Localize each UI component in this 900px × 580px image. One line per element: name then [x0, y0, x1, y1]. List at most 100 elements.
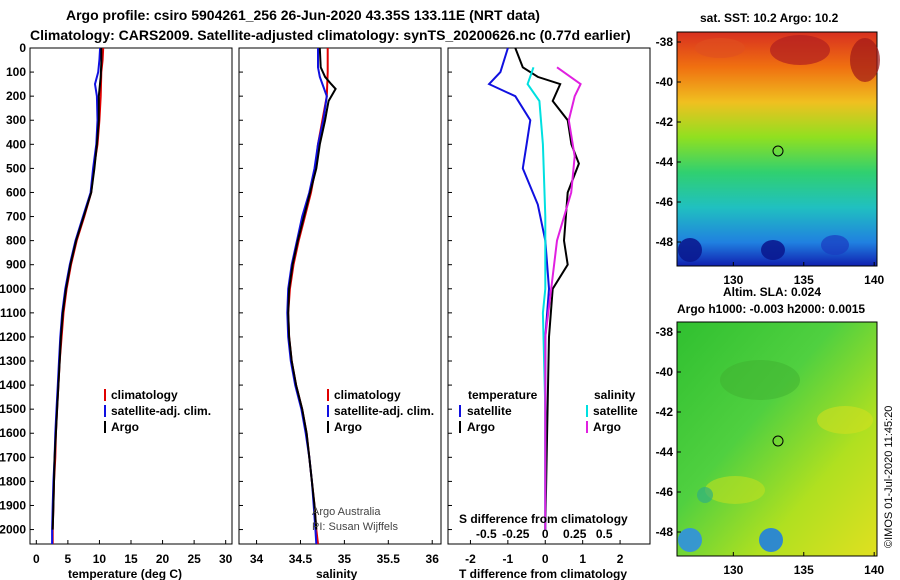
y-tick-label: 2000: [0, 523, 26, 537]
map-y-tick-label: -46: [656, 485, 674, 499]
x-tick-label: 1: [579, 552, 586, 566]
y-tick-label: 1900: [0, 498, 26, 512]
map-x-tick-label: 140: [864, 563, 884, 577]
x-axes: 0 5 10 15 20 25 30 34 34.5 35 35.5 36 -2 -1 0 1 2 -0.5 -0.…: [33, 527, 624, 566]
figure-title-line2: Climatology: CARS2009. Satellite-adjuste…: [30, 27, 631, 43]
series-line-argo: [287, 47, 337, 530]
series-line-t-argo: [514, 47, 580, 530]
legend-label-t-argo: Argo: [467, 420, 495, 434]
argo-float-marker: [772, 145, 784, 157]
x-tick-label: -1: [503, 552, 514, 566]
y-tick-label: 1000: [0, 282, 26, 296]
y-tick-label: 0: [19, 41, 26, 55]
sla-map-subtitle: Argo h1000: -0.003 h2000: 0.0015: [677, 302, 865, 316]
y-tick-label: 500: [6, 161, 26, 175]
map-y-tick-label: -40: [656, 75, 674, 89]
temperature-axis-label: temperature (deg C): [68, 567, 182, 580]
x-tick-label: 30: [219, 552, 233, 566]
legend-label-argo: Argo: [111, 420, 139, 434]
legend-label-s-argo: Argo: [593, 420, 621, 434]
x-tick-label: 5: [65, 552, 72, 566]
x-tick-label: 35.5: [377, 552, 401, 566]
difference-legend: temperature salinity satellite Argo sate…: [459, 388, 638, 526]
legend-label-climatology: climatology: [334, 388, 401, 402]
salinity-panel: [238, 47, 442, 545]
map-x-tick-label: 130: [723, 273, 743, 287]
y-tick-label: 200: [6, 89, 26, 103]
s-difference-axis-label: S difference from climatology: [459, 512, 628, 526]
legend-header-temperature: temperature: [468, 388, 538, 402]
x2-tick-label: -0.5: [476, 527, 497, 541]
x-tick-label: 20: [156, 552, 170, 566]
y-tick-label: 1400: [0, 378, 26, 392]
temperature-legend: climatology satellite-adj. clim. Argo: [104, 388, 211, 434]
x2-tick-label: 0: [542, 527, 549, 541]
difference-panel: [447, 47, 651, 545]
series-line-s-argo: [544, 66, 582, 530]
map-x-tick-label: 135: [794, 563, 814, 577]
series-line-satellite-adj--clim-: [51, 47, 102, 544]
y-tick-label: 300: [6, 113, 26, 127]
x-tick-label: 25: [187, 552, 201, 566]
y-tick-label: 400: [6, 137, 26, 151]
x-tick-label: 15: [124, 552, 138, 566]
annotation-argo-australia: Argo Australia: [312, 506, 381, 518]
salinity-axis-label: salinity: [316, 567, 358, 580]
sst-map-title: sat. SST: 10.2 Argo: 10.2: [700, 11, 839, 25]
map-y-tick-label: -44: [656, 155, 674, 169]
y-tick-label: 1300: [0, 354, 26, 368]
y-tick-label: 1700: [0, 450, 26, 464]
x2-tick-label: -0.25: [502, 527, 530, 541]
y-tick-label: 100: [6, 65, 26, 79]
x2-tick-label: 0.5: [596, 527, 613, 541]
legend-header-salinity: salinity: [594, 388, 636, 402]
map-y-tick-label: -48: [656, 235, 674, 249]
legend-label-climatology: climatology: [111, 388, 178, 402]
y-tick-label: 1800: [0, 474, 26, 488]
map-y-tick-label: -42: [656, 405, 674, 419]
map-y-tick-label: -38: [656, 35, 674, 49]
temperature-panel: [29, 47, 233, 545]
series-line-satellite-adj--clim-: [286, 48, 328, 545]
y-tick-label: 700: [6, 210, 26, 224]
x-tick-label: -2: [465, 552, 476, 566]
x-tick-label: 34: [250, 552, 264, 566]
series-line-climatology: [287, 48, 329, 545]
annotation-pi: PI: Susan Wijffels: [312, 521, 398, 533]
x2-tick-label: 0.25: [563, 527, 587, 541]
x-tick-label: 0: [542, 552, 549, 566]
series-line-climatology: [51, 47, 105, 544]
series-lines: [51, 47, 582, 545]
map-x-tick-label: 135: [794, 273, 814, 287]
map-y-tick-label: -48: [656, 525, 674, 539]
map-y-tick-label: -44: [656, 445, 674, 459]
t-difference-axis-label: T difference from climatology: [459, 567, 627, 580]
x-tick-label: 10: [93, 552, 107, 566]
x-tick-label: 35: [338, 552, 352, 566]
salinity-legend: climatology satellite-adj. clim. Argo Ar…: [312, 388, 434, 533]
legend-label-argo: Argo: [334, 420, 362, 434]
y-tick-label: 800: [6, 234, 26, 248]
y-tick-label: 1100: [0, 306, 26, 320]
y-tick-label: 1200: [0, 330, 26, 344]
y-tick-label: 1500: [0, 402, 26, 416]
map-y-tick-label: -38: [656, 325, 674, 339]
depth-axis: 0 100 200 300 400 500 600 700 800 900 1000 1100 1200…: [0, 41, 452, 537]
y-tick-label: 1600: [0, 426, 26, 440]
sst-map-axes: 130 135 140 -38 -40 -42 -44 -46 -48: [656, 35, 885, 287]
imos-credit: ©IMOS 01-Jul-2020 11:45:20: [883, 406, 895, 548]
x-tick-label: 36: [426, 552, 440, 566]
legend-label-satellite: satellite-adj. clim.: [111, 404, 211, 418]
map-x-tick-label: 130: [723, 563, 743, 577]
map-x-tick-label: 140: [864, 273, 884, 287]
y-tick-label: 900: [6, 258, 26, 272]
map-y-tick-label: -46: [656, 195, 674, 209]
series-line-argo: [51, 48, 103, 530]
sst-map: [676, 31, 880, 267]
legend-label-t-satellite: satellite: [467, 404, 512, 418]
legend-label-satellite: satellite-adj. clim.: [334, 404, 434, 418]
y-tick-label: 600: [6, 185, 26, 199]
sla-map-title: Altim. SLA: 0.024: [723, 285, 821, 299]
